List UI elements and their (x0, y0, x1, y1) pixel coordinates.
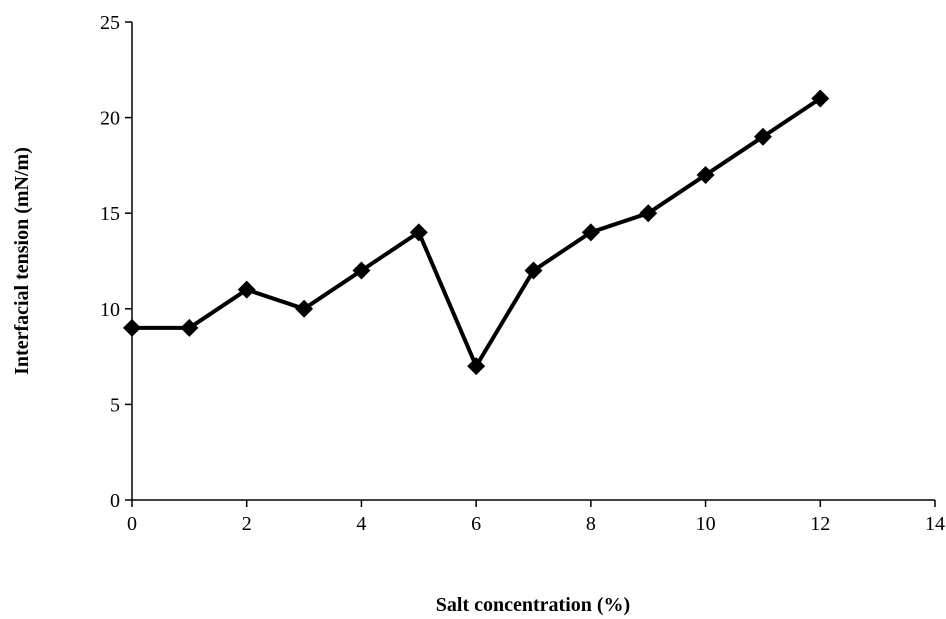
marker (696, 165, 715, 184)
y-tick-label: 25 (100, 12, 120, 34)
y-tick-label: 10 (100, 299, 120, 321)
marker (180, 318, 199, 337)
marker (811, 89, 830, 108)
marker (753, 127, 772, 146)
marker (467, 357, 486, 376)
x-tick-label: 12 (810, 513, 830, 535)
y-tick-label: 5 (110, 394, 120, 416)
x-tick-label: 6 (471, 513, 481, 535)
marker (237, 280, 256, 299)
marker (295, 299, 314, 318)
y-tick-label: 20 (100, 108, 120, 130)
x-tick-label: 2 (242, 513, 252, 535)
marker (123, 318, 141, 337)
x-axis-title: Salt concentration (%) (436, 594, 630, 616)
y-tick-label: 0 (110, 490, 120, 512)
x-tick-label: 0 (127, 513, 137, 535)
line (132, 96, 822, 369)
y-axis-title: Interfacial tension (mN/m) (11, 147, 33, 375)
marker (352, 261, 371, 280)
x-tick-label: 10 (696, 513, 716, 535)
x-tick-label: 8 (586, 513, 596, 535)
marker (581, 223, 600, 242)
x-tick-label: 4 (356, 513, 366, 535)
marker (409, 223, 428, 242)
y-tick-label: 15 (100, 203, 120, 225)
x-tick-label: 14 (925, 513, 945, 535)
marker (524, 261, 543, 280)
marker (639, 204, 658, 223)
